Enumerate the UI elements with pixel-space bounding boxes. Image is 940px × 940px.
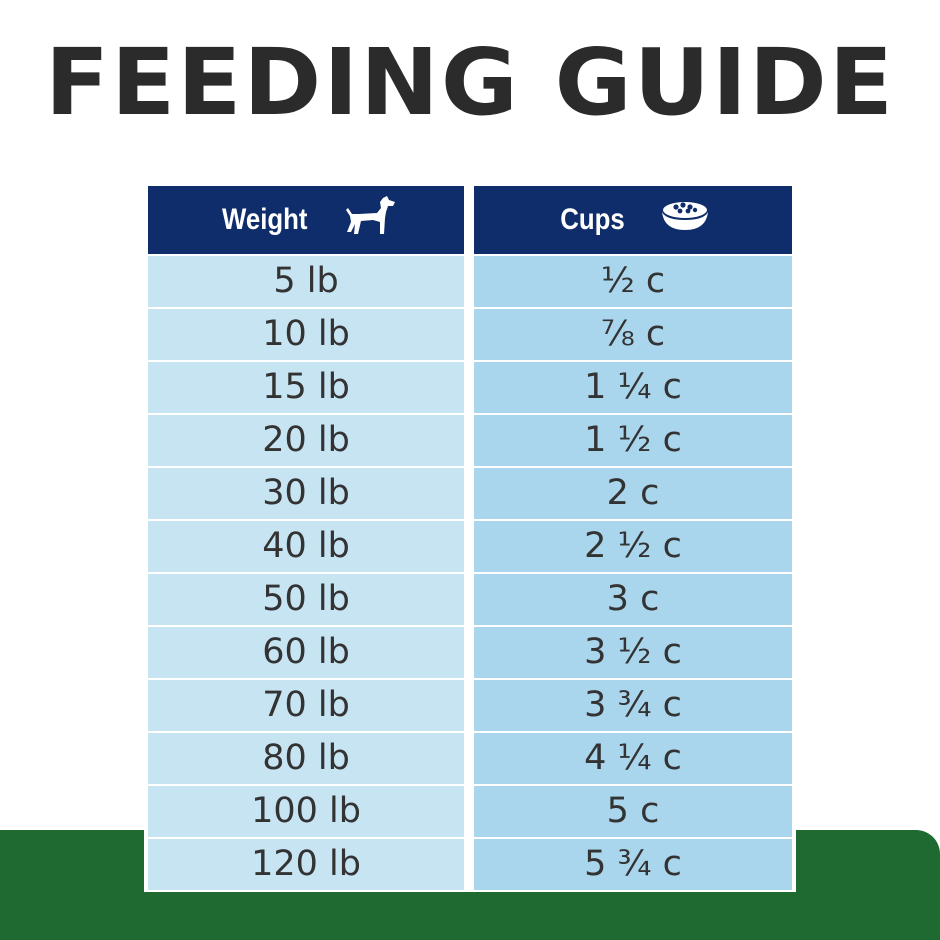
table-row: 5 lb ½ c [148,256,792,307]
weight-header-label: Weight [222,203,308,236]
table-row: 70 lb 3 ¾ c [148,680,792,731]
page-title: FEEDING GUIDE [44,29,896,136]
weight-cell: 10 lb [148,309,464,360]
table-row: 100 lb 5 c [148,786,792,837]
table-header: Weight Cups [148,186,792,254]
feeding-table: Weight Cups [144,182,796,892]
cups-cell: ½ c [474,256,792,307]
weight-cell: 40 lb [148,521,464,572]
cups-cell: 2 c [474,468,792,519]
table-row: 15 lb 1 ¼ c [148,362,792,413]
weight-cell: 80 lb [148,733,464,784]
cups-cell: 1 ½ c [474,415,792,466]
weight-cell: 20 lb [148,415,464,466]
table-row: 80 lb 4 ¼ c [148,733,792,784]
table-row: 20 lb 1 ½ c [148,415,792,466]
food-bowl-icon [658,196,712,244]
weight-cell: 60 lb [148,627,464,678]
weight-cell: 5 lb [148,256,464,307]
weight-cell: 70 lb [148,680,464,731]
dog-icon [343,194,397,246]
cups-cell: 5 ¾ c [474,839,792,890]
table-row: 40 lb 2 ½ c [148,521,792,572]
cups-cell: 3 ¾ c [474,680,792,731]
table-row: 10 lb ⅞ c [148,309,792,360]
cups-cell: 3 ½ c [474,627,792,678]
cups-cell: ⅞ c [474,309,792,360]
weight-cell: 30 lb [148,468,464,519]
table-body: 5 lb ½ c 10 lb ⅞ c 15 lb 1 ¼ c 20 lb 1 ½ c 3… [148,256,792,892]
table-row: 30 lb 2 c [148,468,792,519]
weight-cell: 100 lb [148,786,464,837]
cups-cell: 5 c [474,786,792,837]
cups-cell: 3 c [474,574,792,625]
table-row: 120 lb 5 ¾ c [148,839,792,890]
weight-cell: 15 lb [148,362,464,413]
cups-cell: 4 ¼ c [474,733,792,784]
weight-cell: 50 lb [148,574,464,625]
cups-cell: 2 ½ c [474,521,792,572]
table-row: 50 lb 3 c [148,574,792,625]
cups-cell: 1 ¼ c [474,362,792,413]
cups-header-label: Cups [559,203,625,236]
weight-cell: 120 lb [148,839,464,890]
weight-header: Weight [148,186,464,254]
cups-header: Cups [474,186,792,254]
table-row: 60 lb 3 ½ c [148,627,792,678]
